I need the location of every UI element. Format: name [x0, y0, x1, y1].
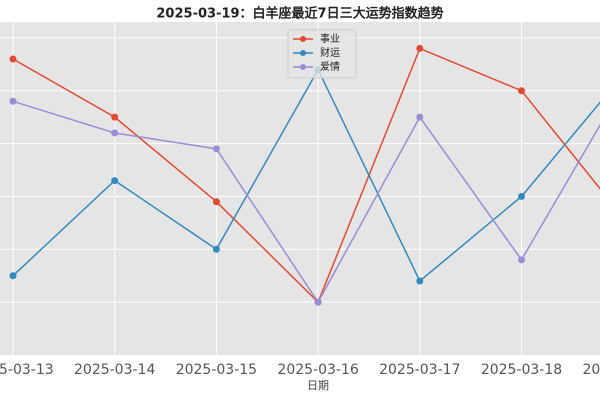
data-point: [212, 145, 220, 153]
x-tick-label: 2025-03-13: [0, 362, 54, 378]
data-point: [518, 87, 525, 95]
chart-title: 2025-03-19：白羊座最近7日三大运势指数趋势: [156, 6, 443, 22]
data-point: [111, 113, 119, 121]
data-point: [111, 129, 119, 137]
legend-label: 爱情: [320, 60, 340, 73]
legend-marker: [300, 50, 306, 56]
data-point: [416, 113, 424, 121]
data-point: [9, 272, 17, 280]
data-point: [416, 277, 424, 285]
data-point: [314, 298, 322, 306]
x-tick-label: 2025-03-14: [74, 362, 155, 378]
data-point: [212, 245, 220, 253]
data-point: [416, 44, 424, 52]
x-axis-label: 日期: [307, 379, 329, 392]
legend-marker: [300, 36, 306, 42]
x-tick-label: 2025-03-15: [176, 362, 257, 378]
x-tick-label: 2025-03-16: [277, 362, 358, 378]
x-tick-label: 2025-03-18: [481, 362, 562, 378]
data-point: [518, 256, 525, 264]
data-point: [9, 55, 17, 63]
legend-label: 事业: [320, 32, 340, 45]
legend-marker: [300, 64, 306, 70]
data-point: [518, 192, 525, 200]
x-tick-label: 2025-03-19: [583, 362, 600, 378]
x-tick-label: 2025-03-17: [379, 362, 460, 378]
data-point: [9, 97, 17, 105]
data-point: [212, 198, 220, 206]
data-point: [111, 177, 119, 185]
legend-label: 财运: [320, 46, 340, 59]
labels: 6065707580852025-03-132025-03-142025-03-…: [0, 362, 600, 378]
